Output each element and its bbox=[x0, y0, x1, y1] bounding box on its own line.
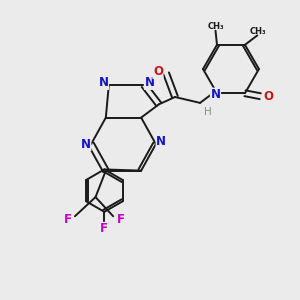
Text: F: F bbox=[64, 213, 72, 226]
Text: F: F bbox=[117, 213, 124, 226]
Text: F: F bbox=[100, 222, 108, 236]
Text: N: N bbox=[98, 76, 109, 89]
Text: N: N bbox=[156, 135, 166, 148]
Text: O: O bbox=[153, 65, 163, 79]
Text: N: N bbox=[211, 88, 220, 101]
Text: O: O bbox=[263, 90, 274, 103]
Text: H: H bbox=[203, 107, 211, 117]
Text: N: N bbox=[144, 76, 154, 89]
Text: CH₃: CH₃ bbox=[250, 27, 266, 36]
Text: CH₃: CH₃ bbox=[208, 22, 224, 31]
Text: N: N bbox=[81, 138, 91, 151]
